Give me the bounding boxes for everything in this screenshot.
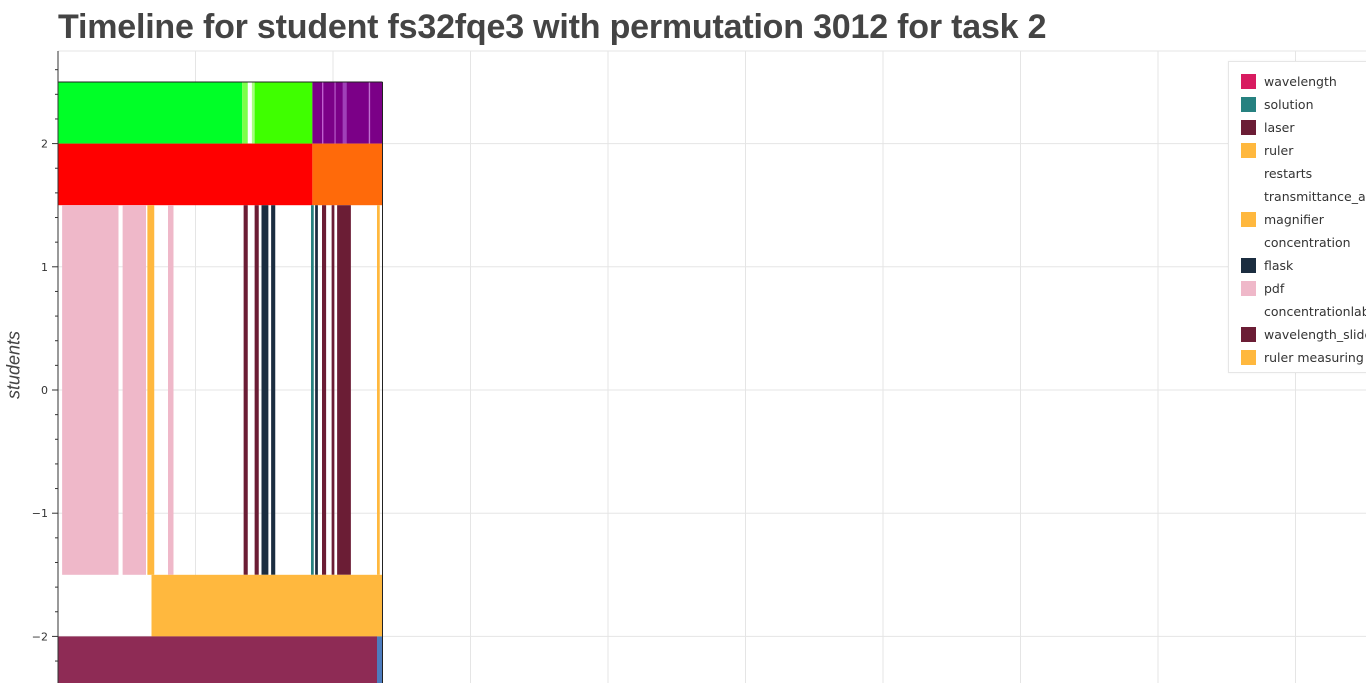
timeline-bar	[147, 205, 155, 575]
legend-label: ruler measuring	[1264, 350, 1364, 365]
legend-label: wavelength	[1264, 74, 1337, 89]
legend-swatch	[1241, 350, 1256, 365]
legend-item[interactable]: laser	[1241, 116, 1294, 139]
timeline-bar	[337, 205, 351, 575]
timeline-bar	[312, 82, 383, 144]
legend-item[interactable]: restarts	[1241, 162, 1312, 185]
legend-label: magnifier	[1264, 212, 1324, 227]
y-axis: 2 1 0 −1 −2	[32, 51, 59, 683]
legend-item[interactable]: pdf	[1241, 277, 1284, 300]
legend-label: concentrationlab	[1264, 304, 1366, 319]
timeline-bar	[312, 143, 383, 206]
chart-title: Timeline for student fs32fqe3 with permu…	[58, 8, 1047, 46]
y-tick-label: 2	[41, 138, 48, 151]
timeline-bar	[271, 205, 276, 575]
y-tick-label: −1	[32, 507, 48, 520]
timeline-bar	[334, 82, 336, 144]
timeline-bar	[58, 636, 377, 683]
legend-label: transmittance_abs	[1264, 189, 1366, 204]
legend-item[interactable]: solution	[1241, 93, 1314, 116]
timeline-bar	[322, 82, 324, 144]
legend-item[interactable]: concentrationlab	[1241, 300, 1366, 323]
legend-swatch	[1241, 120, 1256, 135]
legend-item[interactable]: wavelength	[1241, 70, 1337, 93]
legend-item[interactable]: ruler	[1241, 139, 1293, 162]
legend-item[interactable]: wavelength_slider	[1241, 323, 1366, 346]
timeline-bars	[58, 81, 383, 683]
legend-item[interactable]: ruler measuring	[1241, 346, 1364, 369]
legend-swatch	[1241, 212, 1256, 227]
timeline-bar	[322, 205, 327, 575]
timeline-bar	[377, 205, 380, 575]
legend-swatch	[1241, 166, 1256, 181]
y-tick-label: −2	[32, 630, 48, 643]
timeline-bar	[377, 636, 383, 683]
legend-label: wavelength_slider	[1264, 327, 1366, 342]
legend-label: solution	[1264, 97, 1314, 112]
timeline-bar	[151, 574, 383, 637]
legend[interactable]: wavelength solution laser ruler restarts tran…	[1228, 61, 1366, 373]
legend-item[interactable]: concentration	[1241, 231, 1351, 254]
legend-swatch	[1241, 189, 1256, 204]
grid-lines	[58, 50, 1366, 683]
legend-item[interactable]: magnifier	[1241, 208, 1324, 231]
legend-label: laser	[1264, 120, 1295, 135]
timeline-bar	[58, 82, 243, 144]
legend-swatch	[1241, 97, 1256, 112]
legend-label: ruler	[1264, 143, 1294, 158]
timeline-bar	[315, 205, 318, 575]
timeline-bar	[243, 205, 248, 575]
legend-swatch	[1241, 304, 1256, 319]
timeline-bar	[62, 205, 119, 575]
legend-label: pdf	[1264, 281, 1285, 296]
timeline-bar	[368, 82, 371, 144]
timeline-bar	[251, 82, 255, 144]
timeline-bar	[342, 82, 347, 144]
legend-swatch	[1241, 327, 1256, 342]
timeline-bar	[254, 82, 313, 144]
timeline-bar	[242, 82, 248, 144]
timeline-bar	[168, 205, 174, 575]
timeline-bar	[261, 205, 269, 575]
legend-swatch	[1241, 74, 1256, 89]
legend-label: concentration	[1264, 235, 1351, 250]
legend-label: restarts	[1264, 166, 1313, 181]
legend-swatch	[1241, 258, 1256, 273]
y-tick-label: 0	[41, 384, 48, 397]
timeline-bar	[122, 205, 146, 575]
legend-item[interactable]: dependent variabl	[1241, 369, 1366, 372]
legend-item[interactable]: transmittance_abs	[1241, 185, 1366, 208]
timeline-bar	[254, 205, 259, 575]
y-tick-label: 1	[41, 261, 48, 274]
legend-swatch	[1241, 235, 1256, 250]
legend-swatch	[1241, 281, 1256, 296]
timeline-bar	[331, 205, 335, 575]
legend-label: flask	[1264, 258, 1294, 273]
timeline-bar	[58, 143, 313, 206]
timeline-bar	[311, 205, 314, 575]
legend-item[interactable]: flask	[1241, 254, 1293, 277]
legend-swatch	[1241, 143, 1256, 158]
